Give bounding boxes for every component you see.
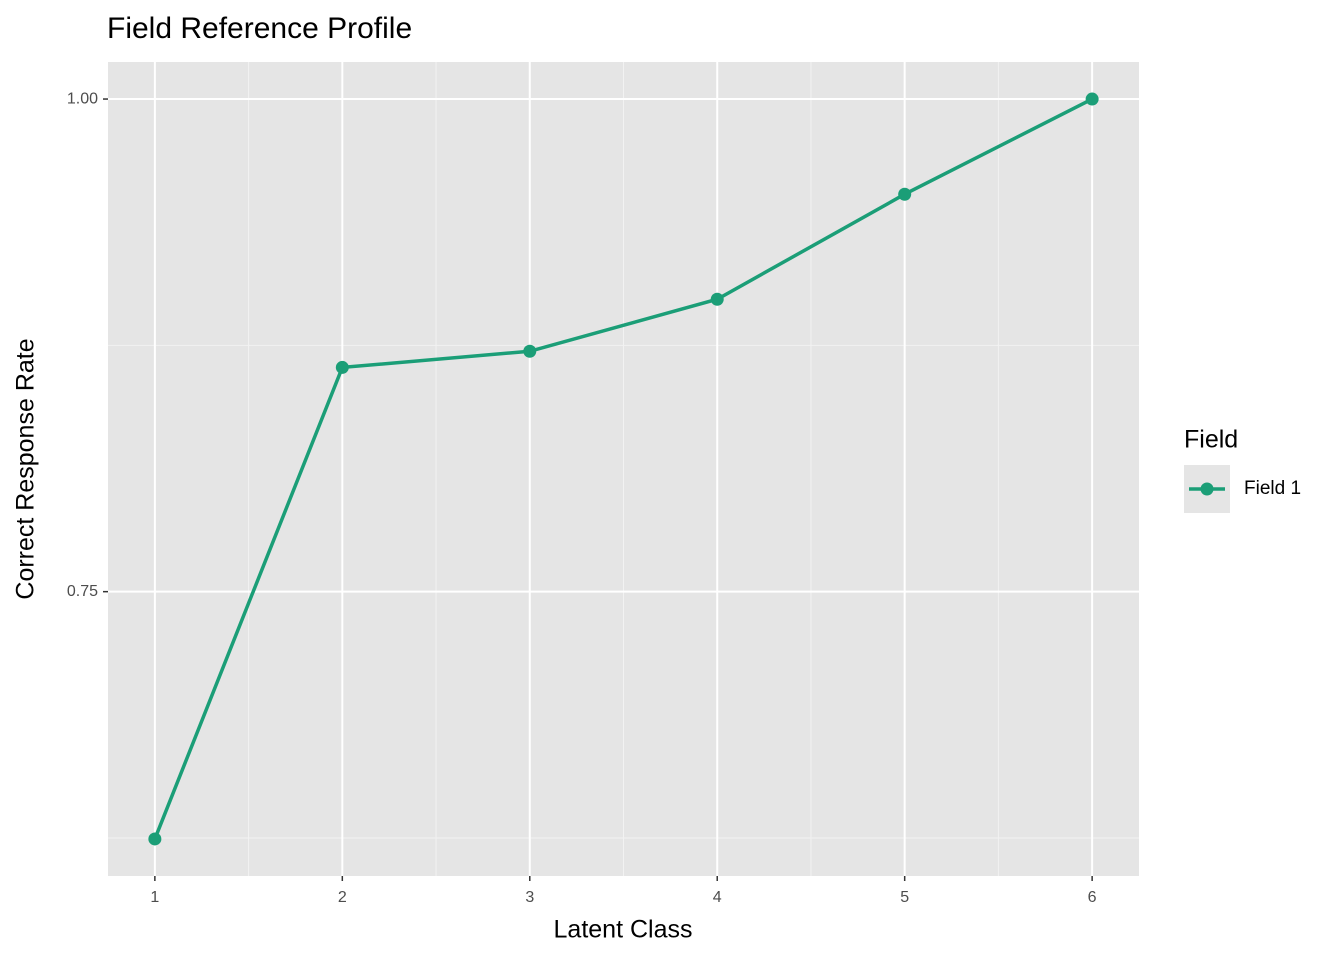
y-tick-label: 0.75 — [67, 583, 98, 600]
legend-label: Field 1 — [1244, 478, 1301, 499]
data-point — [898, 187, 912, 201]
x-tick-label: 6 — [1088, 889, 1097, 906]
data-line — [153, 97, 1093, 840]
y-tick-label: 1.00 — [67, 90, 98, 107]
x-tick-label: 4 — [713, 889, 722, 906]
x-tick-label: 3 — [525, 889, 534, 906]
legend-title: Field — [1184, 426, 1238, 454]
data-point — [1085, 92, 1099, 106]
data-point — [148, 832, 162, 846]
x-axis-label: Latent Class — [554, 916, 693, 944]
data-point — [335, 360, 349, 374]
y-axis-label: Correct Response Rate — [12, 338, 40, 599]
x-tick-label: 5 — [900, 889, 909, 906]
legend-point — [1200, 482, 1214, 496]
x-tick-label: 2 — [338, 889, 347, 906]
data-point — [523, 344, 537, 358]
chart-title: Field Reference Profile — [107, 12, 412, 45]
x-tick-label: 1 — [150, 889, 159, 906]
data-point — [710, 292, 724, 306]
